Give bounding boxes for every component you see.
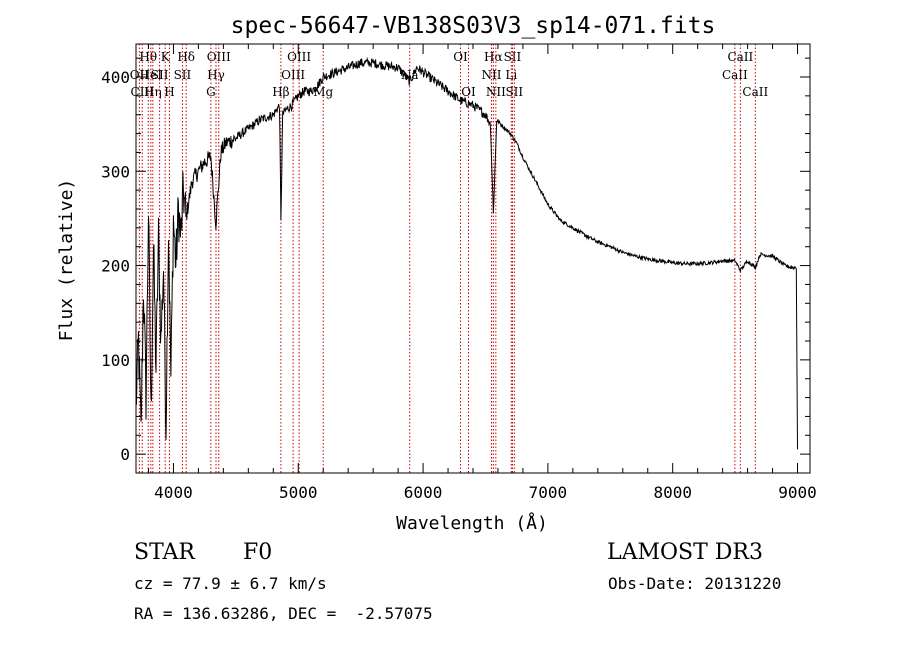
y-tick-label: 400	[101, 68, 130, 87]
line-label: G	[206, 85, 216, 99]
x-axis-label: Wavelength (Å)	[396, 512, 548, 534]
spectrum-series	[135, 56, 798, 450]
line-label: NII	[486, 85, 506, 99]
object-class: STAR	[134, 540, 195, 565]
plot-frame	[135, 43, 811, 474]
x-tick-label: 8000	[653, 483, 692, 502]
x-tick-label: 9000	[778, 483, 817, 502]
line-label: OIII	[207, 50, 231, 64]
coordinates: RA = 136.63286, DEC = -2.57075	[134, 604, 433, 623]
line-label: SII	[151, 68, 169, 82]
line-label: SII	[174, 68, 192, 82]
line-label: OIII	[281, 68, 305, 82]
line-label: SII	[504, 50, 522, 64]
line-label: CaII	[727, 50, 753, 64]
line-label: Li	[505, 68, 517, 82]
line-label: CaII	[722, 68, 748, 82]
line-label: OIII	[287, 50, 311, 64]
observation-date: Obs-Date: 20131220	[608, 574, 782, 593]
line-label: Hγ	[207, 68, 225, 82]
line-label: SII	[505, 85, 523, 99]
line-label: K	[161, 50, 171, 64]
y-tick-label: 100	[101, 351, 130, 370]
x-tick-label: 7000	[529, 483, 568, 502]
line-label: Hθ	[139, 50, 157, 64]
line-label: Hα	[484, 50, 503, 64]
axes: 4000 5000 6000 7000 8000 9000 0 100 200 300 400	[101, 44, 817, 502]
line-label: OI	[453, 50, 468, 64]
line-label: Mg	[313, 85, 333, 99]
line-label: HeI	[140, 68, 163, 82]
line-label: Hη	[144, 85, 162, 99]
y-tick-label: 300	[101, 162, 130, 181]
x-tick-label: 5000	[279, 483, 318, 502]
spectral-line-markers: OIICIIIHθHeIHηSIIKHSIIHδGHγOIIIHβOIIIOII…	[130, 44, 768, 473]
spectrum-line	[135, 56, 798, 450]
line-label: Hδ	[177, 50, 195, 64]
redshift-velocity: cz = 77.9 ± 6.7 km/s	[134, 574, 327, 593]
x-tick-label: 4000	[154, 483, 193, 502]
y-axis-label: Flux (relative)	[56, 179, 77, 342]
line-label: OI	[461, 85, 476, 99]
line-label: OII	[130, 68, 150, 82]
y-tick-label: 0	[120, 445, 130, 464]
line-label: H	[164, 85, 174, 99]
object-subclass: F0	[243, 540, 273, 565]
survey-name: LAMOST DR3	[607, 540, 763, 565]
x-tick-label: 6000	[404, 483, 443, 502]
line-label: CaII	[742, 85, 768, 99]
line-label: NII	[481, 68, 501, 82]
y-tick-label: 200	[101, 257, 130, 276]
line-label: Hβ	[272, 85, 289, 99]
chart-title: spec-56647-VB138S03V3_sp14-071.fits	[231, 13, 716, 39]
